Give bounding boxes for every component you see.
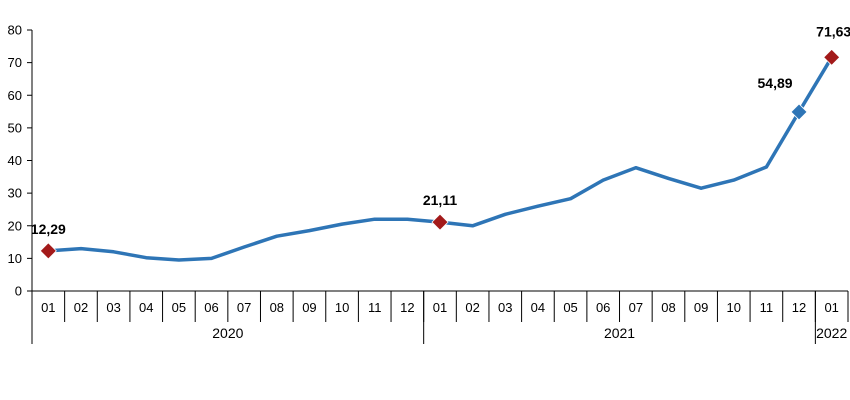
data-point — [79, 247, 83, 251]
x-tick-label: 12 — [792, 300, 806, 315]
y-tick-label: 80 — [8, 23, 22, 38]
year-label: 2021 — [604, 325, 635, 341]
x-tick-label: 04 — [531, 300, 545, 315]
y-tick-label: 20 — [8, 218, 22, 233]
y-tick-label: 60 — [8, 88, 22, 103]
x-tick-label: 11 — [368, 300, 382, 315]
y-tick-label: 70 — [8, 55, 22, 70]
x-tick-label: 07 — [237, 300, 251, 315]
year-label: 2020 — [212, 325, 243, 341]
x-tick-label: 05 — [563, 300, 577, 315]
data-point — [373, 217, 377, 221]
x-tick-label: 03 — [498, 300, 512, 315]
data-label: 21,11 — [423, 192, 457, 208]
y-tick-label: 30 — [8, 186, 22, 201]
data-point — [242, 245, 246, 249]
data-point — [503, 212, 507, 216]
x-tick-label: 01 — [824, 300, 838, 315]
x-tick-label: 01 — [41, 300, 55, 315]
data-label: 54,89 — [758, 75, 793, 91]
x-tick-label: 06 — [204, 300, 218, 315]
x-tick-label: 04 — [139, 300, 153, 315]
data-point — [210, 256, 214, 260]
data-point — [536, 204, 540, 208]
y-tick-label: 40 — [8, 153, 22, 168]
data-point — [112, 250, 116, 254]
x-tick-label: 08 — [270, 300, 284, 315]
data-point — [307, 229, 311, 233]
data-point — [732, 178, 736, 182]
highlight-marker — [39, 242, 57, 260]
data-point — [699, 186, 703, 190]
data-point — [471, 224, 475, 228]
x-tick-label: 01 — [433, 300, 447, 315]
x-tick-label: 09 — [302, 300, 316, 315]
x-tick-label: 02 — [74, 300, 88, 315]
y-tick-label: 10 — [8, 251, 22, 266]
x-tick-label: 02 — [465, 300, 479, 315]
x-tick-label: 07 — [629, 300, 643, 315]
highlight-marker — [790, 103, 808, 121]
x-tick-label: 03 — [106, 300, 120, 315]
data-point — [405, 217, 409, 221]
data-point — [666, 176, 670, 180]
x-tick-label: 08 — [661, 300, 675, 315]
data-point — [177, 258, 181, 262]
data-point — [764, 165, 768, 169]
data-point — [634, 166, 638, 170]
x-tick-label: 12 — [400, 300, 414, 315]
x-tick-label: 06 — [596, 300, 610, 315]
year-label: 2022 — [816, 325, 847, 341]
plot-area: 12,29 21,11 54,89 71,63 — [31, 23, 850, 262]
data-point — [144, 256, 148, 260]
data-point — [601, 178, 605, 182]
x-tick-label: 11 — [760, 300, 774, 315]
data-label: 71,63 — [816, 23, 850, 39]
x-tick-label: 09 — [694, 300, 708, 315]
data-label: 12,29 — [31, 221, 66, 237]
x-tick-label: 05 — [172, 300, 186, 315]
highlight-marker — [823, 48, 841, 66]
data-point — [275, 234, 279, 238]
x-tick-label: 10 — [727, 300, 741, 315]
y-tick-label: 0 — [15, 284, 22, 299]
y-tick-label: 50 — [8, 120, 22, 135]
data-point — [569, 197, 573, 201]
highlight-marker — [431, 213, 449, 231]
data-point — [340, 222, 344, 226]
x-tick-label: 10 — [335, 300, 349, 315]
